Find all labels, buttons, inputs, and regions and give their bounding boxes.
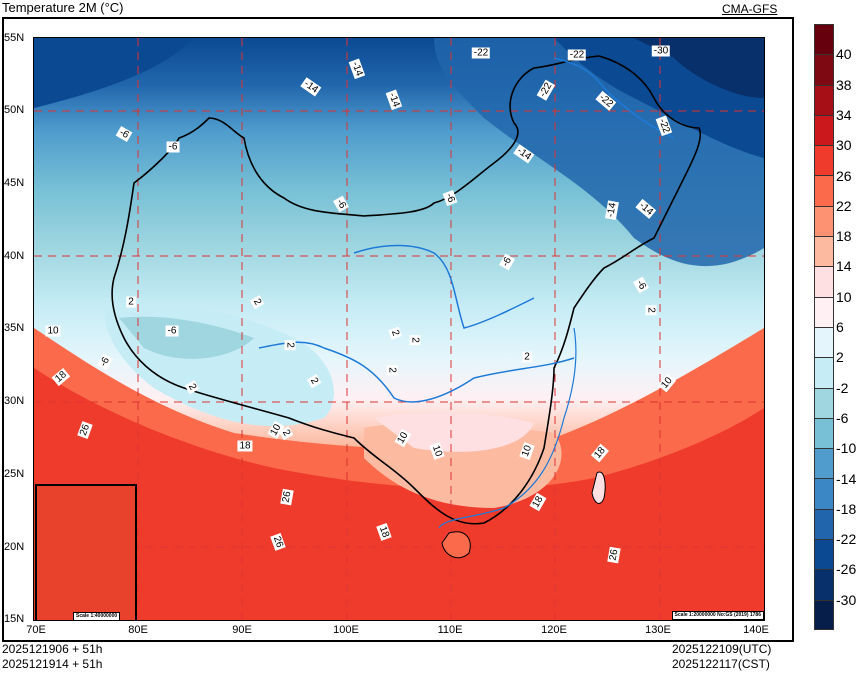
colorbar-tick-label: -6 (836, 409, 849, 426)
lat-label-25n: 25N (4, 468, 25, 480)
colorbar-tick-label: 10 (836, 288, 852, 305)
colorbar-tick-label: 40 (836, 46, 852, 63)
colorbar-segment (814, 326, 834, 358)
contour-label: -22 (471, 47, 491, 59)
colorbar-segment (814, 205, 834, 237)
colorbar-segment (814, 296, 834, 327)
init-time-cst: 2025121914 + 51h (2, 657, 103, 671)
colorbar-tick-label: 34 (836, 106, 852, 123)
temperature-map[interactable]: Scale 1:40000000 Scale 1:20000000 No:GS … (33, 37, 765, 621)
lat-label-15n: 15N (4, 613, 25, 625)
colorbar-segment (814, 357, 834, 388)
init-time-utc: 2025121906 + 51h (2, 642, 103, 656)
valid-time-cst: 2025122117(CST) (672, 657, 770, 671)
lon-label-90e: 90E (232, 624, 252, 636)
colorbar-tick-label: -18 (836, 500, 857, 517)
south-china-sea-inset: Scale 1:40000000 (35, 484, 137, 620)
colorbar-tick-label: -30 (836, 591, 857, 608)
colorbar-tick-label: 2 (836, 349, 844, 366)
colorbar-segment (814, 569, 834, 600)
colorbar-segment (814, 145, 834, 176)
model-source-label: CMA-GFS (722, 2, 778, 16)
contour-label: -30 (651, 45, 671, 57)
colorbar-segment (814, 539, 834, 570)
colorbar-segment (814, 448, 834, 479)
colorbar-segment (814, 54, 834, 85)
colorbar-tick-label: 22 (836, 197, 852, 214)
lon-label-70e: 70E (26, 624, 46, 636)
colorbar-segment (814, 84, 834, 115)
lon-label-140e: 140E (743, 624, 769, 636)
colorbar-segment (814, 236, 834, 267)
lat-label-30n: 30N (4, 395, 25, 407)
colorbar-tick-label: 6 (836, 319, 844, 335)
contour-label: -6 (165, 325, 179, 337)
contour-label: 2 (645, 305, 657, 315)
colorbar-segment (814, 266, 834, 297)
colorbar-segment (814, 114, 834, 146)
colorbar-tick-label: 26 (836, 167, 852, 184)
contour-label: 18 (237, 440, 253, 452)
colorbar-tick-label: 30 (836, 137, 852, 154)
contour-label: 2 (386, 365, 398, 375)
valid-time-utc: 2025122109(UTC) (672, 642, 772, 656)
lat-label-35n: 35N (4, 322, 25, 334)
lat-label-45n: 45N (4, 177, 25, 189)
contour-label: 2 (284, 340, 296, 350)
lon-label-120e: 120E (541, 624, 567, 636)
contour-label: 2 (522, 351, 532, 363)
contour-label: 2 (126, 296, 136, 308)
lat-label-55n: 55N (4, 32, 25, 44)
contour-label: -6 (166, 141, 180, 153)
inset-scale-label: Scale 1:40000000 (73, 612, 121, 620)
lat-label-40n: 40N (4, 250, 25, 262)
contour-label: -22 (567, 49, 587, 61)
colorbar-segment (814, 599, 834, 630)
lat-label-50n: 50N (4, 104, 25, 116)
colorbar-tick-label: -14 (836, 470, 857, 487)
colorbar-tick-label: -26 (836, 561, 857, 578)
colorbar-segment (814, 478, 834, 509)
contour-label: 10 (45, 325, 61, 337)
colorbar-segment (814, 417, 834, 449)
lon-label-110e: 110E (437, 624, 463, 636)
colorbar-tick-label: 38 (836, 76, 852, 93)
lon-label-80e: 80E (128, 624, 148, 636)
colorbar-segment (814, 387, 834, 418)
lon-label-130e: 130E (645, 624, 671, 636)
contour-label: 2 (409, 335, 421, 345)
colorbar-tick-label: 18 (836, 228, 852, 245)
lat-label-20n: 20N (4, 541, 25, 553)
colorbar-tick-label: -22 (836, 531, 857, 548)
colorbar-segment (814, 508, 834, 540)
colorbar-segment (814, 175, 834, 206)
colorbar (814, 24, 834, 630)
colorbar-tick-label: -10 (836, 440, 857, 457)
map-scale-label: Scale 1:20000000 No:GS (2019) 1786 (671, 611, 764, 620)
colorbar-tick-label: -2 (836, 379, 849, 396)
chart-title: Temperature 2M (°C) (2, 0, 124, 15)
lon-label-100e: 100E (333, 624, 359, 636)
temperature-field (34, 38, 764, 620)
colorbar-tick-label: 14 (836, 258, 852, 275)
colorbar-segment (814, 24, 834, 55)
